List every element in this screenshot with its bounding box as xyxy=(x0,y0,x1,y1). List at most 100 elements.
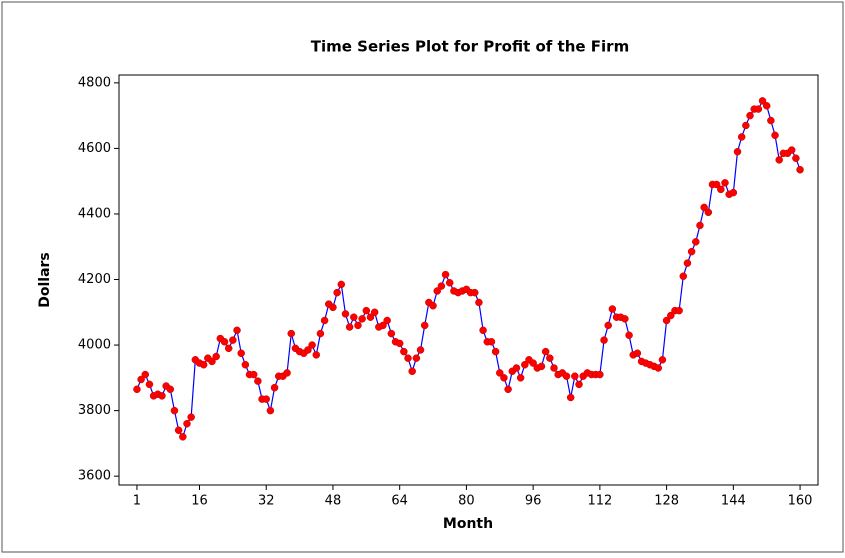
data-point xyxy=(604,321,612,330)
data-point xyxy=(479,326,487,335)
data-point xyxy=(662,316,671,325)
data-point xyxy=(350,313,358,321)
y-tick-label: 4000 xyxy=(78,338,111,353)
data-point xyxy=(758,97,767,105)
data-point xyxy=(541,347,550,356)
data-point xyxy=(337,280,346,289)
data-point xyxy=(383,316,391,325)
data-point xyxy=(141,370,150,379)
y-axis-label: Dollars xyxy=(37,252,53,308)
data-point xyxy=(266,406,275,415)
data-point xyxy=(596,370,604,379)
data-point xyxy=(412,354,421,362)
data-point xyxy=(621,315,629,323)
data-point xyxy=(241,360,250,369)
data-point xyxy=(667,311,675,320)
data-point xyxy=(387,329,396,338)
x-tick-label: 112 xyxy=(587,494,612,509)
data-point xyxy=(254,377,262,385)
data-point xyxy=(187,413,195,421)
data-point xyxy=(704,208,713,217)
data-point xyxy=(550,364,558,372)
y-tick-label: 4200 xyxy=(78,272,111,287)
data-point xyxy=(729,188,738,197)
x-tick-label: 48 xyxy=(325,494,342,509)
data-point xyxy=(683,259,692,267)
data-point xyxy=(283,369,291,377)
data-point xyxy=(270,383,279,392)
data-point xyxy=(566,393,575,402)
data-point xyxy=(658,356,667,364)
x-tick-label: 144 xyxy=(721,494,746,509)
data-point xyxy=(395,339,404,348)
data-point xyxy=(475,298,483,307)
data-point xyxy=(179,433,187,441)
y-tick-label: 4400 xyxy=(78,206,111,221)
x-tick-label: 96 xyxy=(525,494,542,509)
data-point xyxy=(562,372,571,380)
data-point xyxy=(366,313,375,321)
data-point xyxy=(775,156,783,164)
x-tick-label: 64 xyxy=(391,494,408,509)
data-point xyxy=(571,372,579,380)
data-point xyxy=(504,385,512,394)
data-point xyxy=(404,354,412,362)
data-point xyxy=(512,364,521,372)
data-point xyxy=(687,247,696,256)
data-point xyxy=(229,336,237,344)
data-point xyxy=(304,346,312,354)
data-point xyxy=(792,154,800,162)
data-point xyxy=(137,375,145,384)
data-point xyxy=(354,321,362,330)
data-point xyxy=(345,323,354,331)
data-point xyxy=(491,347,500,356)
data-point xyxy=(133,385,141,394)
data-point xyxy=(537,362,546,371)
data-point xyxy=(199,360,208,369)
data-point xyxy=(308,341,316,349)
data-point xyxy=(733,147,742,156)
data-point xyxy=(742,121,750,130)
data-point xyxy=(633,349,642,357)
x-tick-label: 160 xyxy=(788,494,813,509)
data-point xyxy=(329,303,337,312)
data-point xyxy=(237,349,245,357)
data-point xyxy=(654,364,663,372)
data-point xyxy=(675,306,683,315)
data-point xyxy=(170,406,179,415)
data-point xyxy=(625,331,633,339)
data-point xyxy=(408,367,416,376)
data-point xyxy=(712,180,721,189)
data-point xyxy=(441,270,450,279)
data-point xyxy=(166,385,175,394)
data-point xyxy=(608,305,617,313)
y-tick-label: 4600 xyxy=(78,141,111,156)
data-point xyxy=(358,315,366,323)
data-point xyxy=(420,321,429,330)
data-point xyxy=(320,316,329,325)
data-point xyxy=(400,347,408,356)
data-point xyxy=(575,380,583,389)
data-point xyxy=(746,111,754,120)
data-point xyxy=(333,288,341,297)
data-point xyxy=(500,374,508,382)
x-tick-label: 32 xyxy=(258,494,275,509)
data-point xyxy=(429,301,437,310)
data-point xyxy=(312,351,321,359)
data-point xyxy=(471,288,479,297)
data-point xyxy=(183,419,191,428)
data-point xyxy=(208,357,216,366)
data-point xyxy=(787,146,796,154)
data-point xyxy=(224,344,233,353)
data-point xyxy=(679,272,688,280)
data-point xyxy=(158,392,166,400)
data-point xyxy=(212,352,220,361)
data-point xyxy=(433,287,441,295)
y-tick-label: 3800 xyxy=(78,403,111,418)
data-point xyxy=(767,116,775,125)
chart-title: Time Series Plot for Profit of the Firm xyxy=(311,38,629,56)
x-tick-label: 16 xyxy=(191,494,208,509)
data-point xyxy=(529,359,537,367)
x-axis-label: Month xyxy=(443,516,493,532)
